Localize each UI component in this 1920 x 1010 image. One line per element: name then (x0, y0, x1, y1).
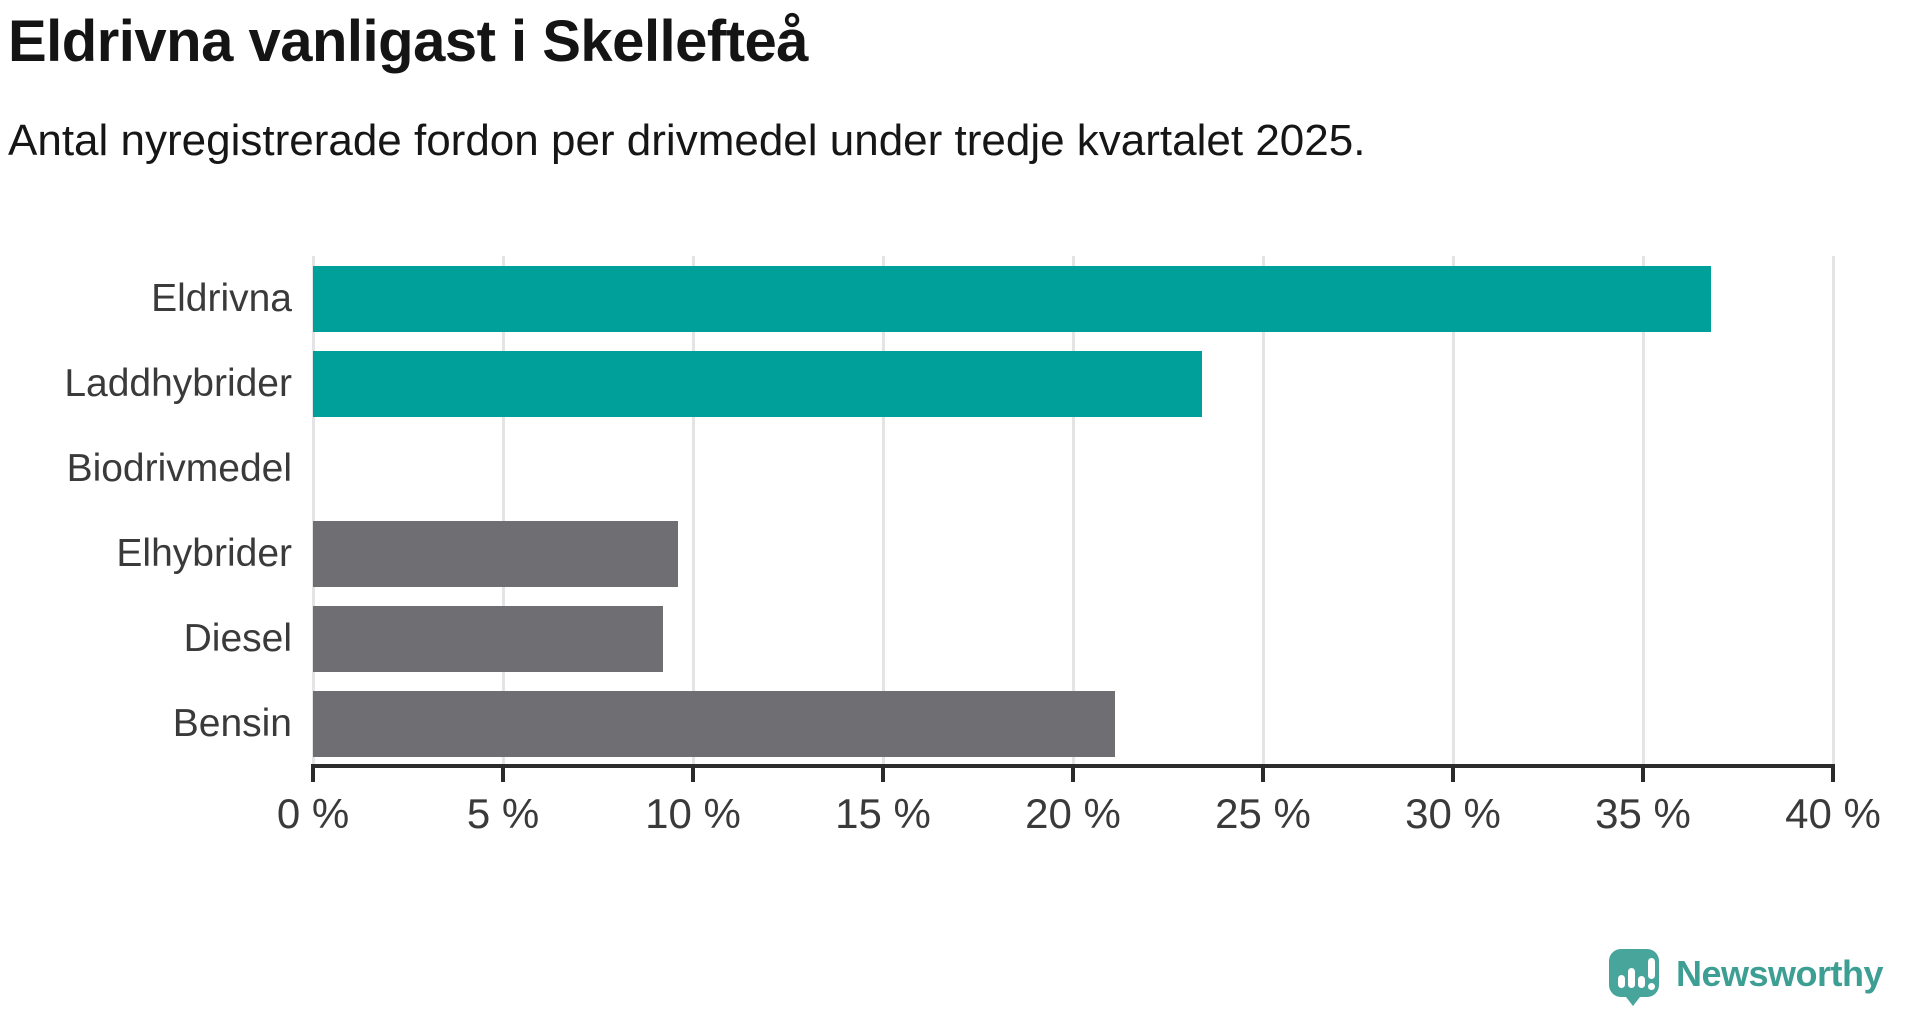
x-axis-line (311, 764, 1835, 768)
gridline-10 (692, 256, 695, 766)
plot-area (312, 256, 1835, 766)
x-tick-25 (1261, 768, 1265, 782)
chart-subtitle: Antal nyregistrerade fordon per drivmede… (8, 116, 1366, 165)
gridline-15 (882, 256, 885, 766)
gridline-20 (1072, 256, 1075, 766)
gridline-35 (1642, 256, 1645, 766)
x-tick-40 (1831, 768, 1835, 782)
gridline-5 (502, 256, 505, 766)
x-tick-label-20: 20 % (1025, 790, 1121, 837)
x-tick-35 (1641, 768, 1645, 782)
x-tick-5 (501, 768, 505, 782)
x-tick-label-35: 35 % (1595, 790, 1691, 837)
category-label-eldrivna: Eldrivna (151, 276, 292, 320)
category-label-bensin: Bensin (172, 701, 292, 745)
bar-laddhybrider (313, 350, 1203, 417)
y-axis-labels: Eldrivna Laddhybrider Biodrivmedel Elhybrid… (0, 256, 292, 766)
x-tick-label-10: 10 % (645, 790, 741, 837)
bar-bensin (313, 690, 1115, 757)
x-tick-label-5: 5 % (466, 790, 540, 837)
bar-diesel (313, 605, 663, 672)
x-tick-0 (311, 768, 315, 782)
gridline-30 (1452, 256, 1455, 766)
bar-eldrivna (313, 265, 1712, 332)
category-label-biodrivmedel: Biodrivmedel (66, 446, 292, 490)
chart-title: Eldrivna vanligast i Skellefteå (8, 9, 809, 74)
bar-elhybrider (313, 520, 678, 587)
x-tick-label-0: 0 % (276, 790, 350, 837)
newsworthy-speech-bubble-chart-icon (1609, 949, 1659, 1006)
x-tick-label-40: 40 % (1785, 790, 1881, 837)
x-tick-15 (881, 768, 885, 782)
newsworthy-logo-text: Newsworthy (1676, 953, 1884, 994)
x-tick-label-25: 25 % (1215, 790, 1311, 837)
x-tick-10 (691, 768, 695, 782)
x-tick-20 (1071, 768, 1075, 782)
x-tick-30 (1451, 768, 1455, 782)
gridline-40 (1832, 256, 1835, 766)
newsworthy-logo: Newsworthy (1608, 948, 1884, 1006)
category-label-laddhybrider: Laddhybrider (64, 361, 292, 405)
gridline-0 (312, 256, 315, 766)
x-tick-label-30: 30 % (1405, 790, 1501, 837)
x-tick-label-15: 15 % (835, 790, 931, 837)
category-label-elhybrider: Elhybrider (116, 531, 292, 575)
gridline-25 (1262, 256, 1265, 766)
category-label-diesel: Diesel (183, 616, 292, 660)
